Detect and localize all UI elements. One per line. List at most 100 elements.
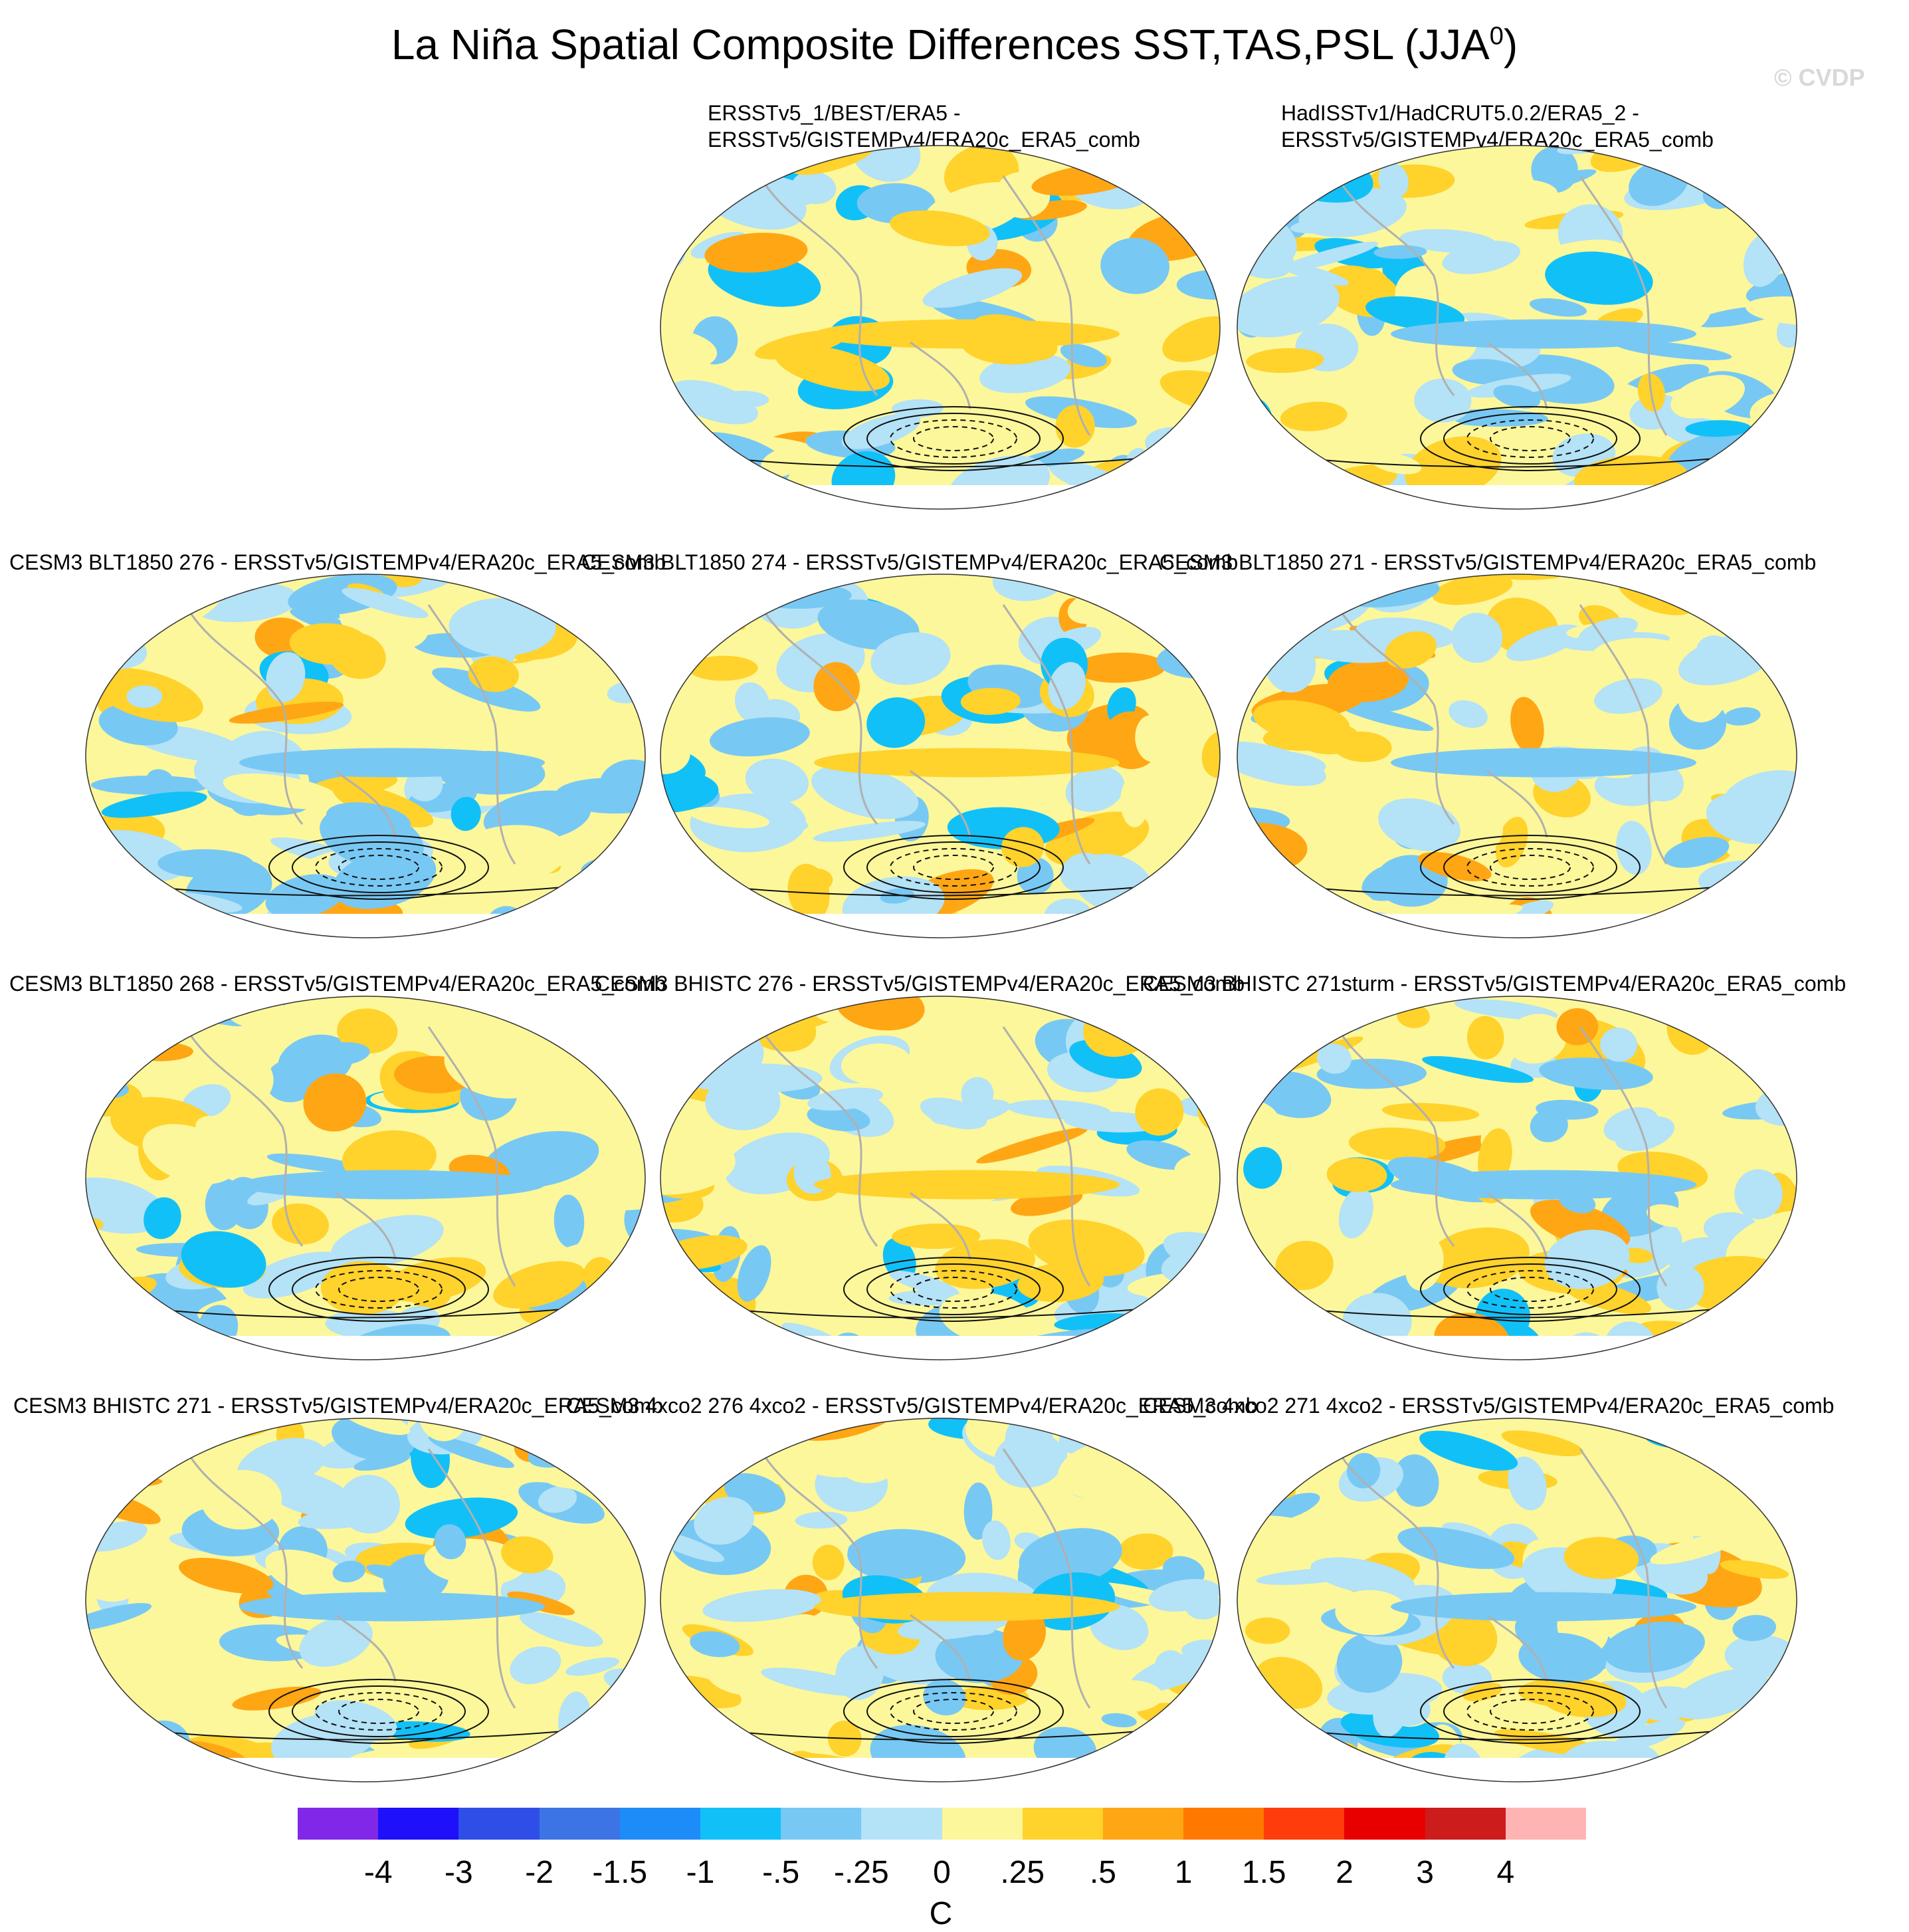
anomaly-blob [1529,298,1587,317]
anomaly-blob [795,1511,848,1529]
anomaly-blob [689,996,716,1004]
anomaly-blob [660,879,699,928]
anomaly-blob [501,1536,553,1574]
anomaly-blob [1747,865,1796,897]
anomaly-blob [835,1423,906,1483]
psl-contour [268,1257,489,1322]
anomaly-blob [660,1136,736,1195]
colorbar-swatch [861,1808,942,1840]
anomaly-blob [1336,1632,1403,1693]
anomaly-blob [1501,179,1558,205]
anomaly-blob [86,1753,130,1782]
map-panel [660,996,1221,1360]
anomaly-blob [1615,1116,1675,1152]
anomaly-blob [1256,1568,1361,1585]
anomaly-blob [1381,1103,1480,1122]
anomaly-field [660,574,1220,938]
coastline [1340,175,1668,436]
colorbar-swatch [700,1808,781,1840]
colorbar-swatch [1022,1808,1103,1840]
psl-contour [866,1263,1041,1315]
anomaly-blob [1165,1004,1220,1032]
anomaly-blob [1237,185,1262,239]
anomaly-blob [1074,652,1166,683]
anomaly-blob [338,1418,411,1436]
psl-contour [913,1277,994,1302]
coastline [763,1026,1091,1287]
anomaly-blob [813,662,860,712]
anomaly-blob [342,588,429,619]
anomaly-blob [219,1624,324,1662]
anomaly-blob [1405,436,1502,499]
anomaly-blob [660,869,678,924]
map-border [85,996,646,1360]
anomaly-blob [1672,1668,1768,1719]
anomaly-blob [265,874,346,918]
anomaly-blob [1377,798,1460,851]
anomaly-blob [668,437,702,476]
anomaly-blob [680,879,713,904]
colorbar [298,1808,1586,1840]
anomaly-blob [405,1497,518,1539]
anomaly-blob [841,413,921,449]
anomaly-blob [1723,707,1761,726]
anomaly-blob [694,1497,755,1545]
colorbar-swatch [539,1808,620,1840]
antarctica-mask [86,914,645,938]
anomaly-blob [1614,340,1732,360]
map-panel [85,1418,646,1782]
colorbar-swatch [1425,1808,1506,1840]
map-border [660,1418,1221,1782]
antarctica-mask [1237,914,1797,938]
panel-title: CESM3 BHISTC 276 - ERSSTv5/GISTEMPv4/ERA… [595,972,1245,996]
anomaly-blob [1246,348,1324,374]
panel-title: CESM3 BHISTC 271sturm - ERSSTv5/GISTEMPv… [1143,972,1847,996]
anomaly-blob [858,146,918,161]
anomaly-blob [1097,1679,1163,1712]
psl-contour [1420,1679,1641,1744]
colorbar-tick-label: 4 [1496,1855,1515,1890]
anomaly-blob [1463,150,1511,166]
anomaly-blob [593,1565,641,1623]
map-border [85,574,646,938]
anomaly-blob [353,1453,411,1471]
anomaly-blob [1646,1204,1690,1228]
map-border [1237,574,1797,938]
colorbar-tick-label: .25 [1000,1855,1045,1890]
colorbar-swatch [298,1808,379,1840]
anomaly-blob [1734,1169,1783,1220]
anomaly-blob [935,1628,1024,1683]
anomaly-blob [1276,996,1318,1014]
anomaly-blob [1419,1430,1518,1471]
anomaly-blob [922,268,1023,308]
anomaly-blob [1148,1578,1220,1612]
anomaly-blob [960,687,1021,715]
psl-contour [843,1679,1064,1744]
psl-contour [890,848,1017,887]
anomaly-blob [1096,484,1173,509]
anomaly-blob [1348,1127,1446,1161]
anomaly-blob [1634,1686,1698,1721]
anomaly-blob [920,1097,987,1130]
anomaly-blob [538,1486,577,1513]
anomaly-blob [483,1130,599,1188]
anomaly-field [1237,146,1797,509]
colorbar-tick-label: -4 [363,1855,393,1890]
anomaly-blob [86,1556,143,1602]
anomaly-blob [1003,1608,1046,1661]
anomaly-blob [660,1341,724,1360]
psl-contour [292,841,466,893]
anomaly-blob [90,775,211,795]
anomaly-blob [665,608,746,631]
equatorial-anomaly [239,1170,545,1200]
anomaly-blob [1110,475,1175,509]
anomaly-blob [146,574,179,587]
anomaly-blob [1237,1461,1282,1506]
anomaly-blob [1744,621,1797,639]
anomaly-blob [660,147,726,182]
anomaly-blob [1149,574,1220,601]
anomaly-blob [1335,1590,1409,1636]
colorbar-tick-label: -.25 [833,1855,889,1890]
psl-contour [1490,1699,1571,1724]
anomaly-blob [1338,703,1434,731]
